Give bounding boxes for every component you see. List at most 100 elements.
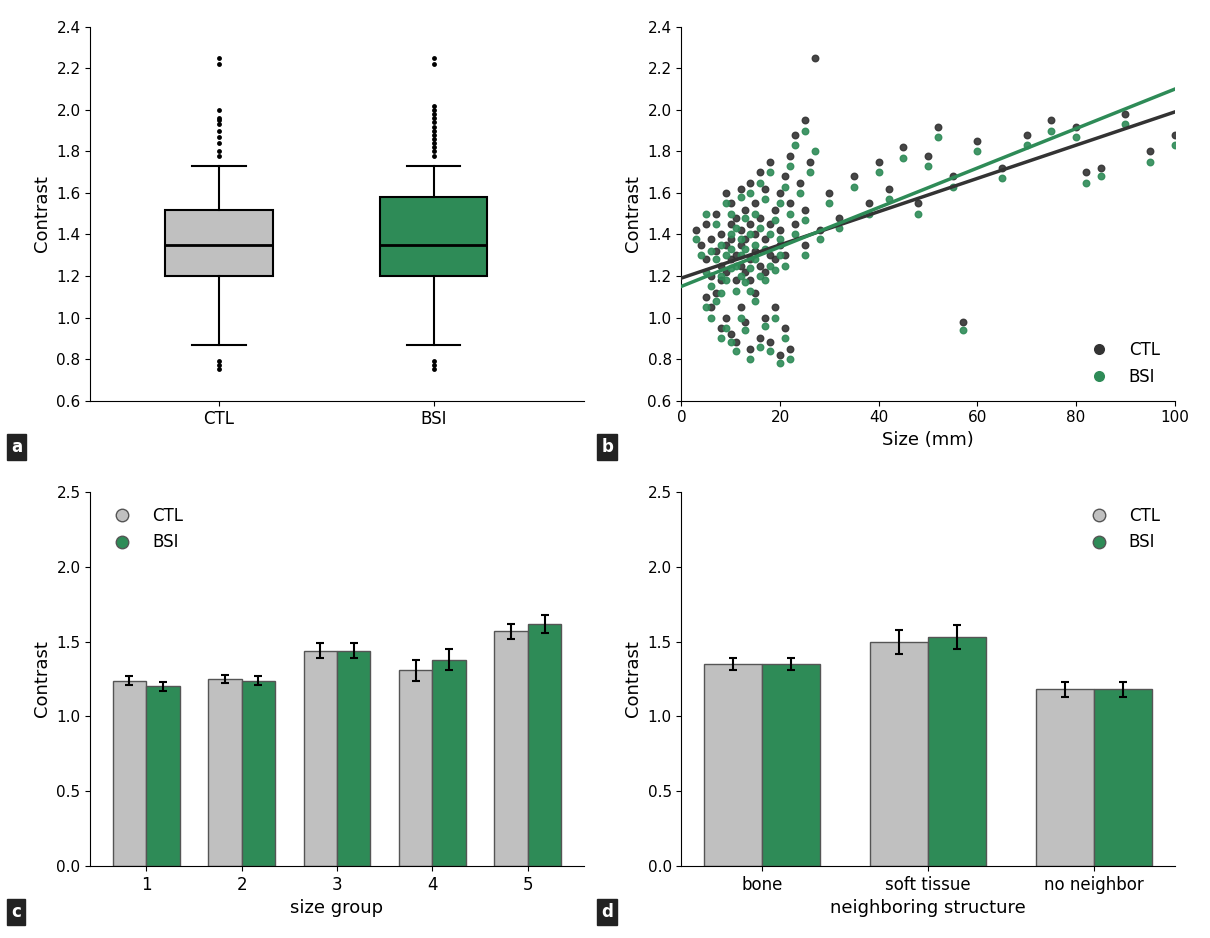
- Point: [776, 169, 795, 184]
- Point: [771, 223, 790, 238]
- Point: [760, 258, 779, 273]
- Point: [731, 310, 750, 325]
- Point: [750, 258, 770, 273]
- Bar: [146, 687, 179, 866]
- Point: [707, 206, 726, 221]
- Point: [731, 181, 750, 196]
- Point: [1140, 154, 1159, 169]
- Point: [1076, 175, 1095, 190]
- Point: [721, 231, 741, 246]
- Point: [707, 285, 726, 300]
- Point: [726, 343, 745, 358]
- Point: [736, 231, 755, 246]
- Y-axis label: Contrast: Contrast: [624, 175, 641, 252]
- Point: [731, 299, 750, 314]
- Point: [702, 299, 721, 314]
- Point: [702, 279, 721, 294]
- Point: [766, 299, 785, 314]
- Point: [776, 321, 795, 336]
- Point: [745, 252, 765, 267]
- Point: [845, 179, 864, 194]
- Point: [780, 196, 800, 211]
- Point: [696, 252, 715, 267]
- Bar: [1036, 689, 1094, 866]
- Point: [755, 241, 774, 256]
- Point: [830, 220, 849, 235]
- Point: [1116, 117, 1135, 132]
- Point: [766, 263, 785, 278]
- Point: [894, 150, 914, 165]
- Point: [755, 265, 774, 280]
- Point: [785, 217, 805, 232]
- Point: [878, 181, 898, 196]
- Point: [760, 335, 779, 350]
- Point: [795, 248, 814, 263]
- Bar: [870, 642, 928, 866]
- Point: [909, 196, 928, 211]
- Point: [819, 196, 839, 211]
- Point: [1066, 119, 1085, 134]
- PathPatch shape: [166, 209, 272, 276]
- Bar: [113, 680, 146, 866]
- Point: [755, 181, 774, 196]
- Point: [731, 189, 750, 204]
- Point: [745, 237, 765, 252]
- Point: [869, 165, 888, 180]
- Point: [731, 237, 750, 252]
- Point: [726, 248, 745, 263]
- Point: [726, 335, 745, 350]
- Point: [771, 186, 790, 201]
- Point: [721, 260, 741, 275]
- Point: [741, 260, 760, 275]
- Text: c: c: [11, 903, 22, 921]
- Point: [755, 310, 774, 325]
- Point: [741, 217, 760, 232]
- Legend: CTL, BSI: CTL, BSI: [1076, 335, 1166, 392]
- Point: [795, 237, 814, 252]
- Point: [707, 252, 726, 267]
- Point: [736, 314, 755, 329]
- Point: [780, 159, 800, 174]
- Point: [721, 217, 741, 232]
- Point: [726, 283, 745, 298]
- Point: [726, 258, 745, 273]
- Bar: [762, 664, 820, 866]
- Point: [696, 206, 715, 221]
- Point: [731, 223, 750, 238]
- Point: [1165, 138, 1185, 153]
- Point: [711, 321, 731, 336]
- Point: [776, 331, 795, 346]
- Point: [968, 133, 987, 148]
- Point: [771, 356, 790, 371]
- Point: [686, 231, 705, 246]
- Point: [741, 175, 760, 190]
- Point: [771, 248, 790, 263]
- Point: [696, 265, 715, 280]
- Point: [716, 248, 736, 263]
- Point: [766, 212, 785, 227]
- Point: [696, 217, 715, 232]
- Point: [755, 318, 774, 333]
- Point: [760, 165, 779, 180]
- Point: [878, 191, 898, 206]
- Point: [711, 273, 731, 288]
- Point: [776, 179, 795, 194]
- Point: [745, 196, 765, 211]
- Point: [696, 289, 715, 304]
- Point: [1018, 138, 1037, 153]
- Point: [785, 227, 805, 242]
- Point: [1018, 128, 1037, 143]
- Point: [760, 248, 779, 263]
- Point: [702, 244, 721, 259]
- Point: [780, 148, 800, 163]
- Point: [707, 244, 726, 259]
- Point: [805, 144, 824, 159]
- Point: [711, 227, 731, 242]
- Bar: [432, 659, 466, 866]
- Point: [894, 140, 914, 155]
- Point: [869, 154, 888, 169]
- Point: [760, 227, 779, 242]
- Point: [686, 223, 705, 238]
- Point: [736, 241, 755, 256]
- Point: [795, 202, 814, 217]
